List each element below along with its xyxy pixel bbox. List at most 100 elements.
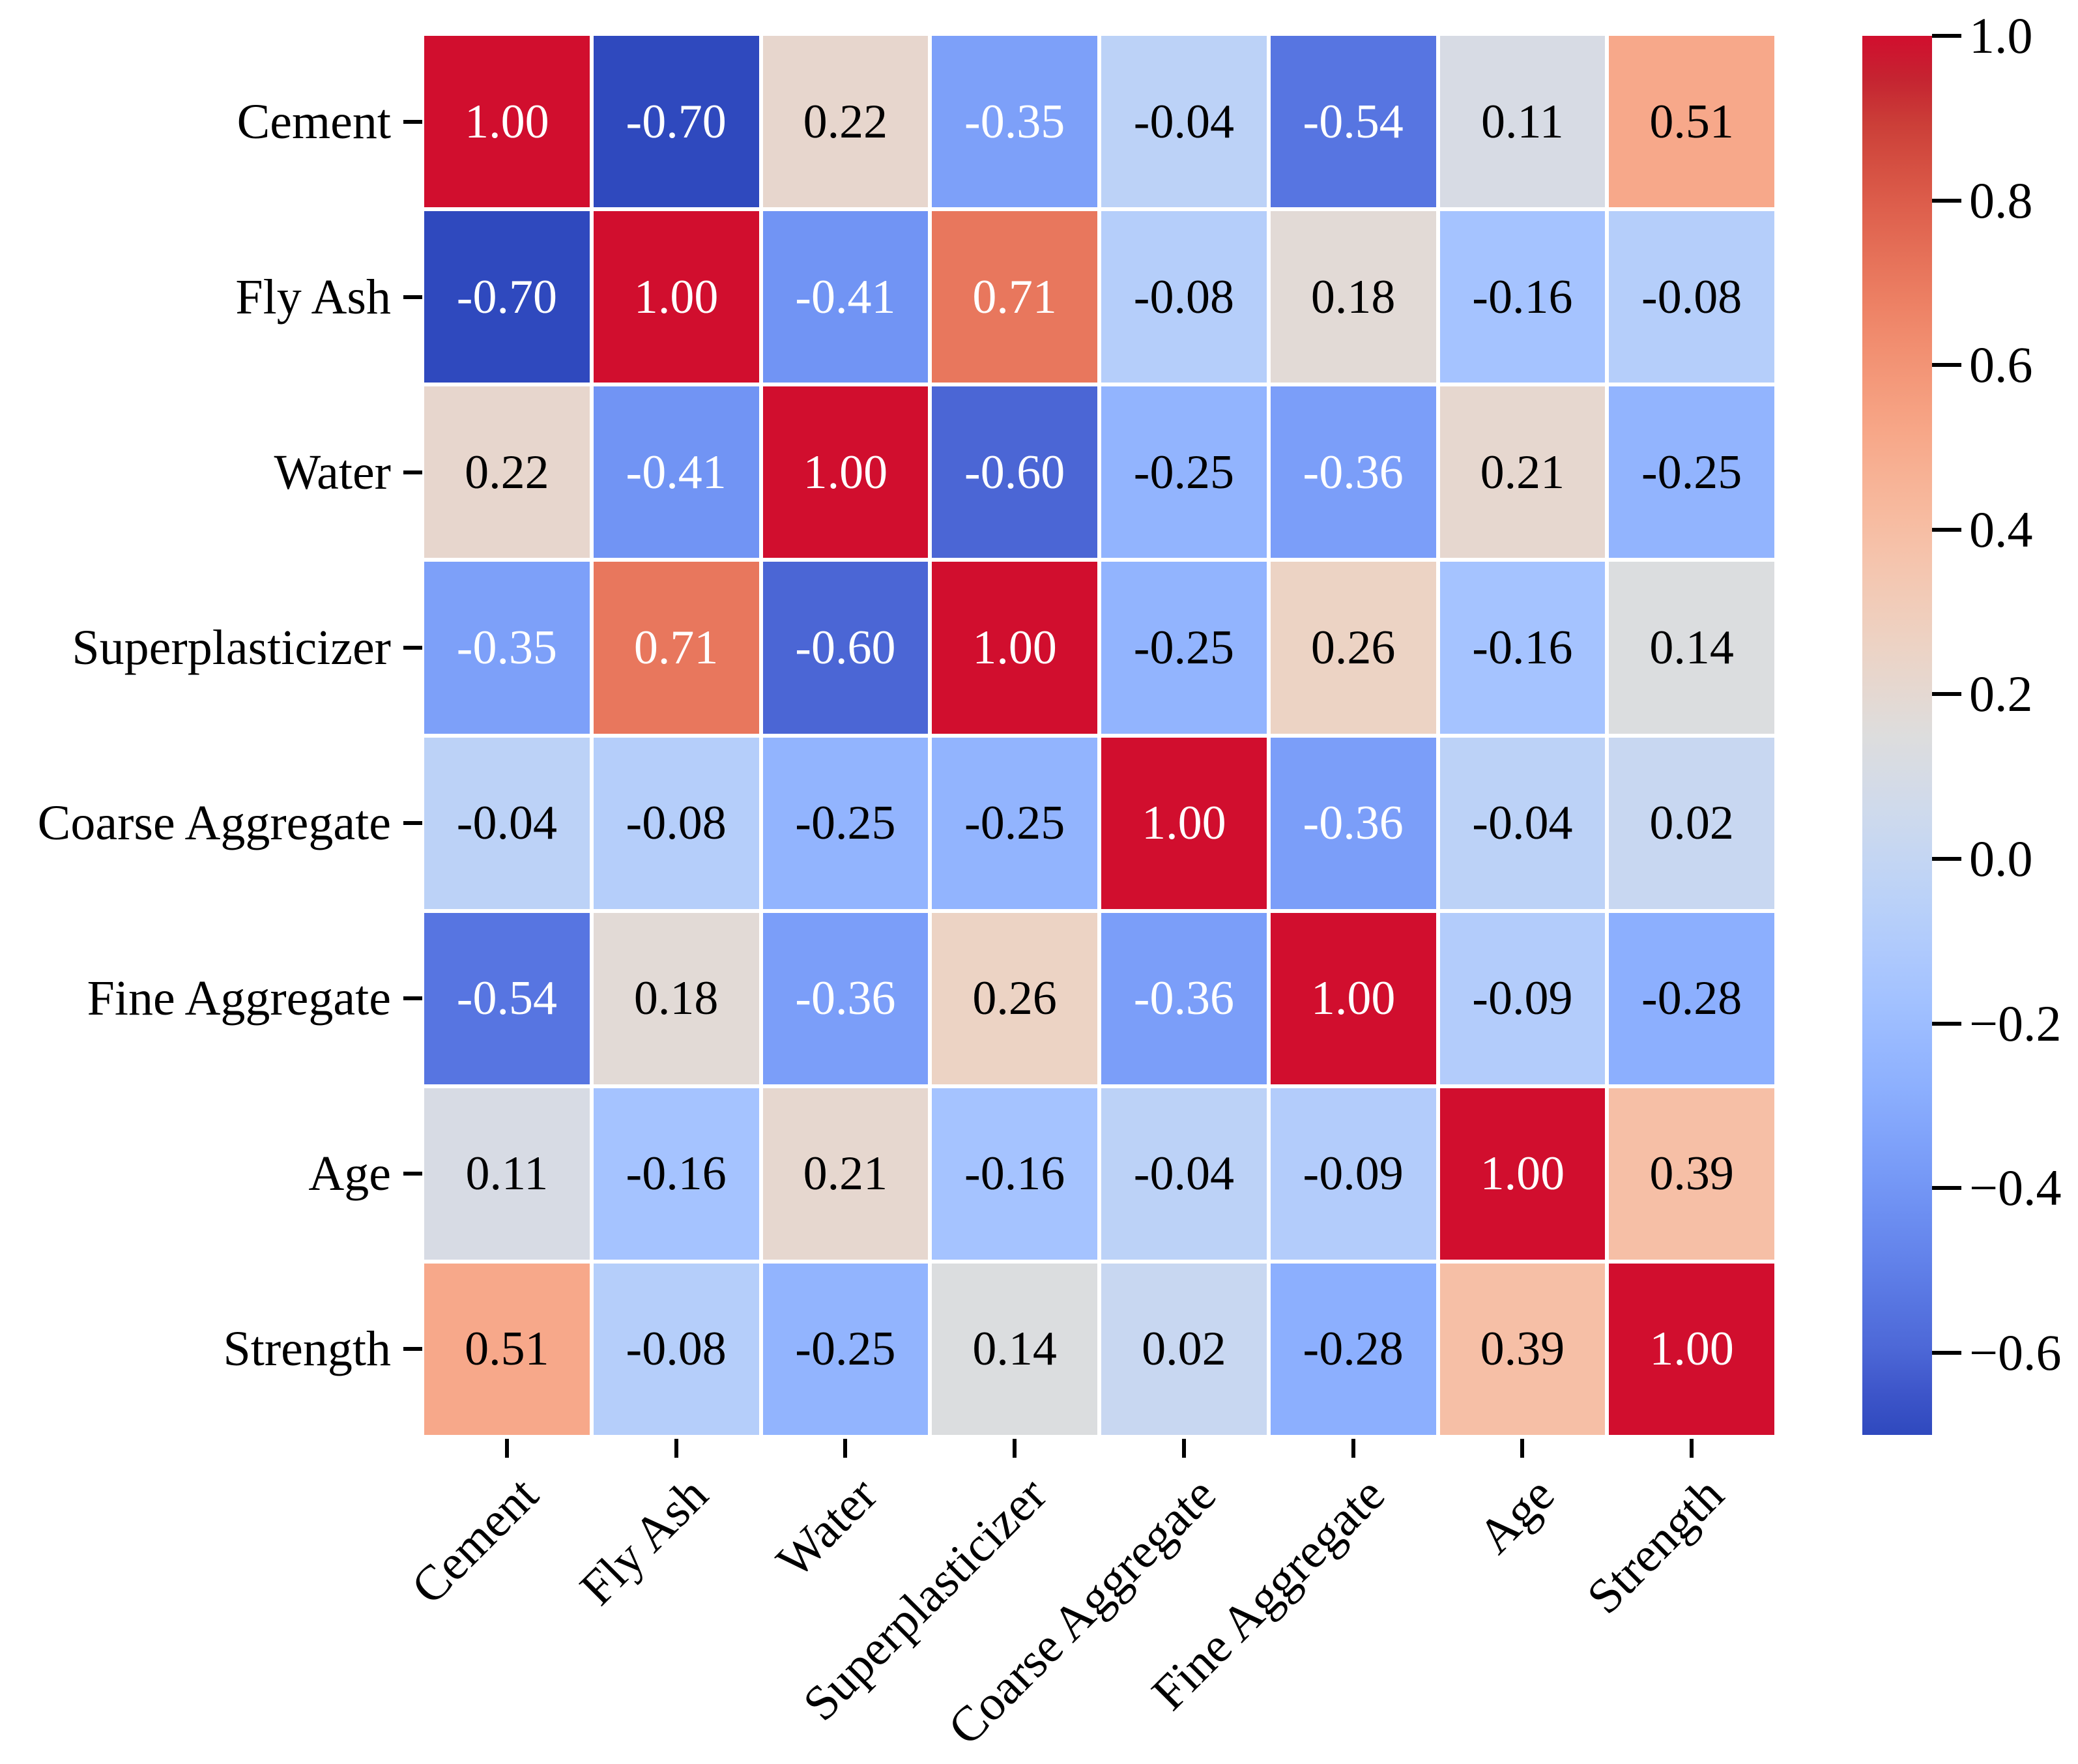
heatmap-cell: -0.09 bbox=[1270, 1088, 1436, 1260]
heatmap-cell: 1.00 bbox=[424, 36, 590, 208]
heatmap-cell: -0.25 bbox=[762, 737, 929, 909]
heatmap-cell: 1.00 bbox=[1609, 1263, 1774, 1435]
cell-value: -0.35 bbox=[964, 94, 1065, 149]
heatmap-cell: -0.35 bbox=[424, 562, 590, 734]
cell-value: 1.00 bbox=[633, 270, 719, 324]
heatmap-cell: -0.25 bbox=[762, 1263, 929, 1435]
cell-value: 1.00 bbox=[1310, 972, 1396, 1026]
colorbar-tick-mark bbox=[1932, 34, 1961, 38]
x-tick-mark bbox=[1690, 1439, 1694, 1458]
colorbar-gradient bbox=[1862, 36, 1932, 1435]
cell-value: 0.11 bbox=[465, 1147, 549, 1201]
colorbar-tick-mark bbox=[1932, 198, 1961, 203]
colorbar-tick-label: 0.2 bbox=[1969, 665, 2033, 723]
cell-value: 0.11 bbox=[1480, 94, 1564, 149]
heatmap-cell: 1.00 bbox=[593, 211, 759, 383]
cell-value: -0.16 bbox=[1472, 620, 1573, 674]
cell-value: -0.08 bbox=[626, 796, 727, 850]
colorbar-tick-label: 1.0 bbox=[1969, 7, 2033, 64]
cell-value: 0.39 bbox=[1649, 1147, 1734, 1201]
heatmap-cell: 0.22 bbox=[424, 386, 590, 558]
heatmap-cell: -0.25 bbox=[1101, 386, 1267, 558]
colorbar-tick-label: 0.0 bbox=[1969, 830, 2033, 887]
heatmap-cell: -0.08 bbox=[593, 1263, 759, 1435]
y-tick-label: Fly Ash bbox=[235, 269, 391, 325]
heatmap-cell: -0.35 bbox=[932, 36, 1097, 208]
x-tick-label: Strength bbox=[1576, 1467, 1734, 1625]
heatmap-cell: -0.04 bbox=[1439, 737, 1606, 909]
heatmap-cell: 0.71 bbox=[593, 562, 759, 734]
heatmap-cell: -0.04 bbox=[424, 737, 590, 909]
cell-value: -0.04 bbox=[1133, 94, 1234, 149]
x-tick-mark bbox=[843, 1439, 848, 1458]
heatmap-cell: 1.00 bbox=[932, 562, 1097, 734]
cell-value: -0.35 bbox=[456, 620, 557, 674]
cell-value: -0.04 bbox=[456, 796, 557, 850]
heatmap-cell: 0.02 bbox=[1101, 1263, 1267, 1435]
colorbar-tick-mark bbox=[1932, 692, 1961, 697]
colorbar-tick-label: −0.2 bbox=[1969, 994, 2062, 1052]
heatmap-cell: -0.70 bbox=[593, 36, 759, 208]
cell-value: -0.60 bbox=[964, 445, 1065, 499]
heatmap-cell: 0.51 bbox=[424, 1263, 590, 1435]
cell-value: -0.28 bbox=[1641, 972, 1742, 1026]
cell-value: 0.18 bbox=[1310, 270, 1396, 324]
y-tick-label: Fine Aggregate bbox=[87, 971, 391, 1026]
heatmap-cell: 0.21 bbox=[762, 1088, 929, 1260]
heatmap-cell: -0.54 bbox=[1270, 36, 1436, 208]
heatmap-cell: 0.39 bbox=[1439, 1263, 1606, 1435]
cell-value: -0.04 bbox=[1133, 1147, 1234, 1201]
cell-value: 0.26 bbox=[972, 972, 1057, 1026]
cell-value: -0.25 bbox=[795, 796, 896, 850]
cell-value: -0.54 bbox=[456, 972, 557, 1026]
heatmap-cell: 0.14 bbox=[1609, 562, 1774, 734]
y-tick-mark bbox=[403, 1172, 422, 1176]
cell-value: 0.71 bbox=[633, 620, 719, 674]
heatmap-cell: -0.36 bbox=[762, 912, 929, 1084]
x-tick-mark bbox=[504, 1439, 509, 1458]
cell-value: -0.70 bbox=[456, 270, 557, 324]
colorbar-tick-mark bbox=[1932, 1350, 1961, 1355]
heatmap-cell: 0.02 bbox=[1609, 737, 1774, 909]
cell-value: 0.14 bbox=[972, 1322, 1057, 1376]
heatmap-cell: -0.16 bbox=[1439, 562, 1606, 734]
heatmap-cell: 0.71 bbox=[932, 211, 1097, 383]
x-tick-mark bbox=[674, 1439, 678, 1458]
heatmap-cell: -0.60 bbox=[762, 562, 929, 734]
colorbar-tick-label: 0.6 bbox=[1969, 336, 2033, 394]
y-tick-label: Water bbox=[274, 444, 391, 500]
heatmap-cell: 0.11 bbox=[1439, 36, 1606, 208]
heatmap-cell: -0.16 bbox=[1439, 211, 1606, 383]
cell-value: 1.00 bbox=[1649, 1322, 1734, 1376]
colorbar-tick-mark bbox=[1932, 527, 1961, 532]
cell-value: 0.21 bbox=[803, 1147, 888, 1201]
y-tick-mark bbox=[403, 996, 422, 1001]
cell-value: -0.08 bbox=[1641, 270, 1742, 324]
cell-value: 1.00 bbox=[1480, 1147, 1565, 1201]
cell-value: -0.36 bbox=[1303, 796, 1404, 850]
cell-value: 0.02 bbox=[1649, 796, 1734, 850]
heatmap-cell: -0.08 bbox=[1101, 211, 1267, 383]
x-tick-mark bbox=[1520, 1439, 1525, 1458]
x-tick-label: Fly Ash bbox=[570, 1467, 719, 1616]
heatmap-cell: -0.25 bbox=[932, 737, 1097, 909]
cell-value: -0.09 bbox=[1472, 972, 1573, 1026]
cell-value: -0.08 bbox=[1133, 270, 1234, 324]
heatmap-cell: 0.51 bbox=[1609, 36, 1774, 208]
colorbar-tick-label: 0.8 bbox=[1969, 171, 2033, 229]
cell-value: 1.00 bbox=[972, 620, 1057, 674]
cell-value: 0.26 bbox=[1310, 620, 1396, 674]
y-tick-mark bbox=[403, 821, 422, 826]
cell-value: 0.02 bbox=[1142, 1322, 1226, 1376]
cell-value: -0.04 bbox=[1472, 796, 1573, 850]
heatmap-cell: -0.16 bbox=[593, 1088, 759, 1260]
colorbar-tick-label: −0.4 bbox=[1969, 1159, 2062, 1217]
heatmap-cell: -0.28 bbox=[1270, 1263, 1436, 1435]
heatmap-cell: 1.00 bbox=[762, 386, 929, 558]
x-tick-label: Water bbox=[766, 1467, 887, 1589]
cell-value: -0.60 bbox=[795, 620, 896, 674]
heatmap-grid: 1.00 -0.70 0.22 -0.35 -0.04 -0.54 0.11 0.51 -0.7… bbox=[424, 36, 1774, 1435]
y-tick-label: Age bbox=[308, 1146, 391, 1202]
heatmap-cell: 0.26 bbox=[1270, 562, 1436, 734]
